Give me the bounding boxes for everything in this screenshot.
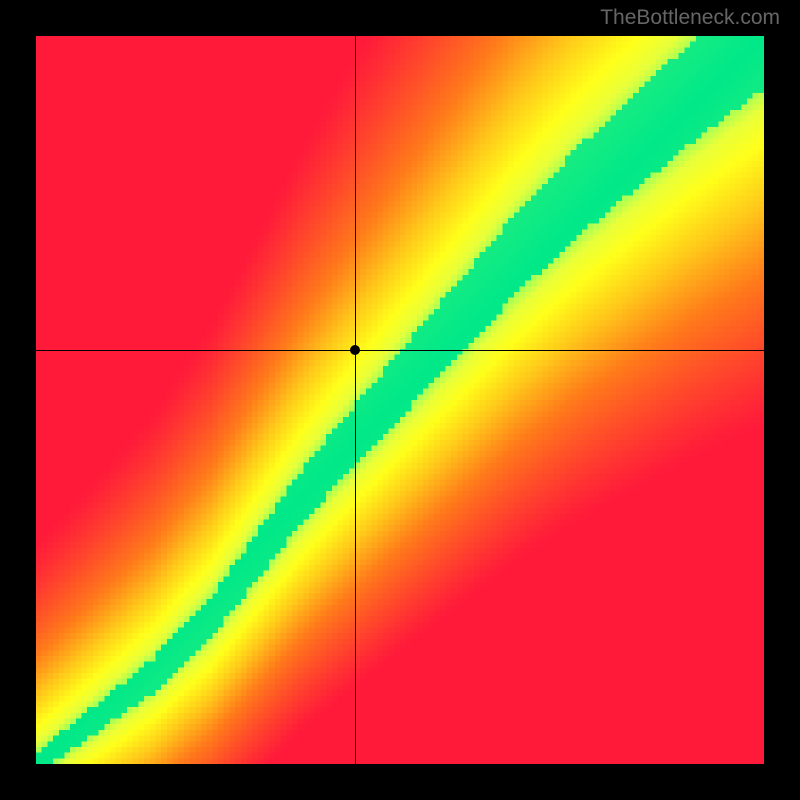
watermark-text: TheBottleneck.com xyxy=(600,6,780,30)
crosshair-vertical xyxy=(355,36,356,764)
heatmap-canvas xyxy=(36,36,764,764)
crosshair-horizontal xyxy=(36,350,764,351)
data-point-marker xyxy=(350,345,360,355)
bottleneck-heatmap xyxy=(36,36,764,764)
